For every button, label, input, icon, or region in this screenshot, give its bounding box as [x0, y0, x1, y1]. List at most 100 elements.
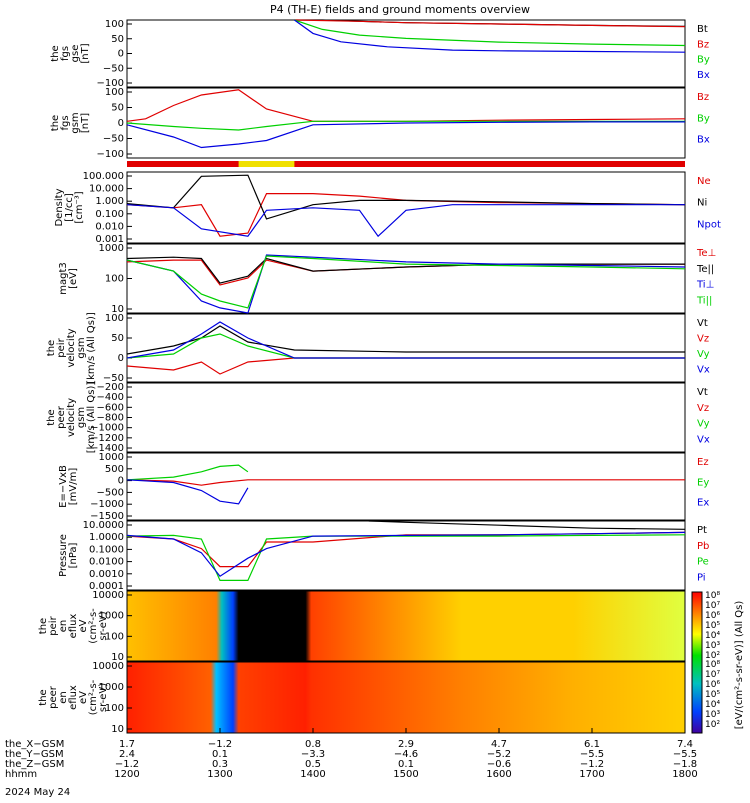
colorbar-tick: 10⁵: [705, 690, 720, 700]
chart-title: P4 (TH-E) fields and ground moments over…: [270, 3, 530, 16]
panel-peer_eflux: 10000 1000 100 10thepeerenefluxeV(cm²-s-sr-…: [38, 661, 686, 735]
series-Ni: [126, 174, 686, 220]
colorbar-tick: 10⁸: [705, 591, 720, 601]
legend-Te⊥: Te⊥: [696, 248, 716, 259]
ytick-label: 50: [111, 103, 124, 114]
legend-Bt: Bt: [697, 24, 708, 35]
ytick-label: 0.0100: [89, 557, 124, 568]
panel-frame: [126, 171, 686, 244]
panel-frame: [126, 382, 686, 453]
xtick-label: 0.1: [398, 759, 414, 770]
ytick-label: −400: [97, 392, 124, 403]
ytick-label: 10000: [92, 661, 124, 672]
x-row-label: the_Z−GSM: [5, 759, 64, 770]
ytick-label: 10.000: [89, 184, 124, 195]
legend-Ne: Ne: [697, 176, 711, 187]
colorbar-tick: 10⁷: [705, 670, 720, 680]
panel-frame: [126, 19, 686, 88]
xtick-label: 4.7: [491, 739, 507, 750]
xtick-label: −1.2: [115, 759, 139, 770]
ytick-label: 0: [118, 49, 124, 60]
ylabel-pressure: Pressure[nPa]: [58, 534, 79, 577]
colorbar-tick: 10³: [705, 641, 720, 651]
series-Ex: [126, 479, 249, 505]
legend-Bx: Bx: [697, 135, 710, 146]
xtick-label: 0.8: [305, 739, 321, 750]
ytick-label: 0.0001: [89, 581, 124, 592]
ytick-label: −500: [97, 487, 124, 498]
xtick-label: 2.4: [119, 749, 135, 760]
legend-Ni: Ni: [697, 198, 707, 209]
status-bar-red: [127, 161, 685, 167]
ytick-label: −600: [97, 402, 124, 413]
ytick-label: 1.0000: [89, 532, 124, 543]
legend-Bz: Bz: [697, 39, 709, 50]
xtick-label: −3.3: [301, 749, 325, 760]
ytick-label: 100: [105, 87, 124, 98]
ylabel-temp: magt3[eV]: [58, 262, 79, 295]
xtick-label: −5.5: [673, 749, 697, 760]
ytick-label: 50: [111, 333, 124, 344]
legend-Ey: Ey: [697, 477, 709, 488]
x-axis: [126, 728, 686, 733]
spectrogram-peer_eflux: [127, 662, 685, 733]
ytick-label: 0: [118, 118, 124, 129]
legend-Vz: Vz: [697, 334, 709, 345]
ytick-label: −100: [97, 149, 124, 160]
ytick-label: −1500: [90, 511, 124, 522]
legend-Pb: Pb: [697, 541, 709, 552]
legend-Vt: Vt: [697, 318, 708, 329]
xtick-label: 1.7: [119, 739, 135, 750]
ytick-label: −1000: [90, 499, 124, 510]
ytick-label: 100: [105, 274, 124, 285]
x-row-label: hhmm: [5, 769, 37, 780]
ytick-label: 10: [111, 652, 124, 663]
xtick-label: 1400: [300, 769, 325, 780]
colorbar-tick: 10⁵: [705, 621, 720, 631]
legend-Vt: Vt: [697, 387, 708, 398]
colorbar-tick: 10⁶: [705, 611, 720, 621]
legend-Bz: Bz: [697, 92, 709, 103]
xtick-label: 1600: [486, 769, 511, 780]
ytick-label: −1000: [90, 423, 124, 434]
series-Bx: [294, 19, 686, 53]
panel-frame: [126, 520, 686, 591]
legend-Ti||: Ti||: [696, 295, 712, 306]
xtick-label: 1700: [579, 769, 604, 780]
ylabel-peir_eflux: thepeirenefluxeV(cm²-s-sr-eV): [38, 608, 109, 644]
xtick-label: −1.2: [580, 759, 604, 770]
panel-fgs_gse: 100 50 0 −50 −100 thefgsgse[nT] Bt Bz By Bx: [50, 19, 710, 89]
legend-Pt: Pt: [697, 525, 707, 536]
panel-frame: [126, 452, 686, 521]
status-bar: [127, 161, 685, 167]
ytick-label: 100: [105, 631, 124, 642]
ytick-label: 1000: [99, 243, 124, 254]
ylabel-peir_vel: thepeirvelocitygsm[km/s (All Qs)]: [46, 312, 97, 384]
legend-Ex: Ex: [697, 498, 709, 509]
ytick-label: −50: [103, 134, 124, 145]
xtick-label: −1.2: [208, 739, 232, 750]
series-Te||: [126, 256, 685, 284]
series-Vt: [126, 325, 685, 355]
xtick-label: 0.5: [305, 759, 321, 770]
ytick-label: 0.010: [95, 221, 124, 232]
series-Vy: [126, 333, 685, 359]
ylabel-fgs_gsm: thefgsgsm[nT]: [50, 112, 91, 133]
legend-Npot: Npot: [697, 219, 721, 230]
colorbar-tick: 10⁴: [705, 700, 720, 710]
series-Npot: [126, 204, 685, 238]
series-Bx: [126, 121, 685, 149]
xtick-label: −0.6: [487, 759, 511, 770]
panel-temp: 1000 100 10 magt3[eV] Te⊥ Te|| Ti⊥ Ti||: [58, 243, 716, 315]
ytick-label: −50: [103, 373, 124, 384]
colorbar: [eV/(cm²-s-sr-eV)] (All Qs): [691, 591, 745, 734]
colorbar-tick: 10⁴: [705, 631, 720, 641]
colorbar-tick: 10²: [705, 720, 720, 730]
ytick-label: 50: [111, 34, 124, 45]
ytick-label: 100: [105, 313, 124, 324]
series-Bz: [294, 19, 686, 28]
ytick-label: −1400: [90, 443, 124, 454]
